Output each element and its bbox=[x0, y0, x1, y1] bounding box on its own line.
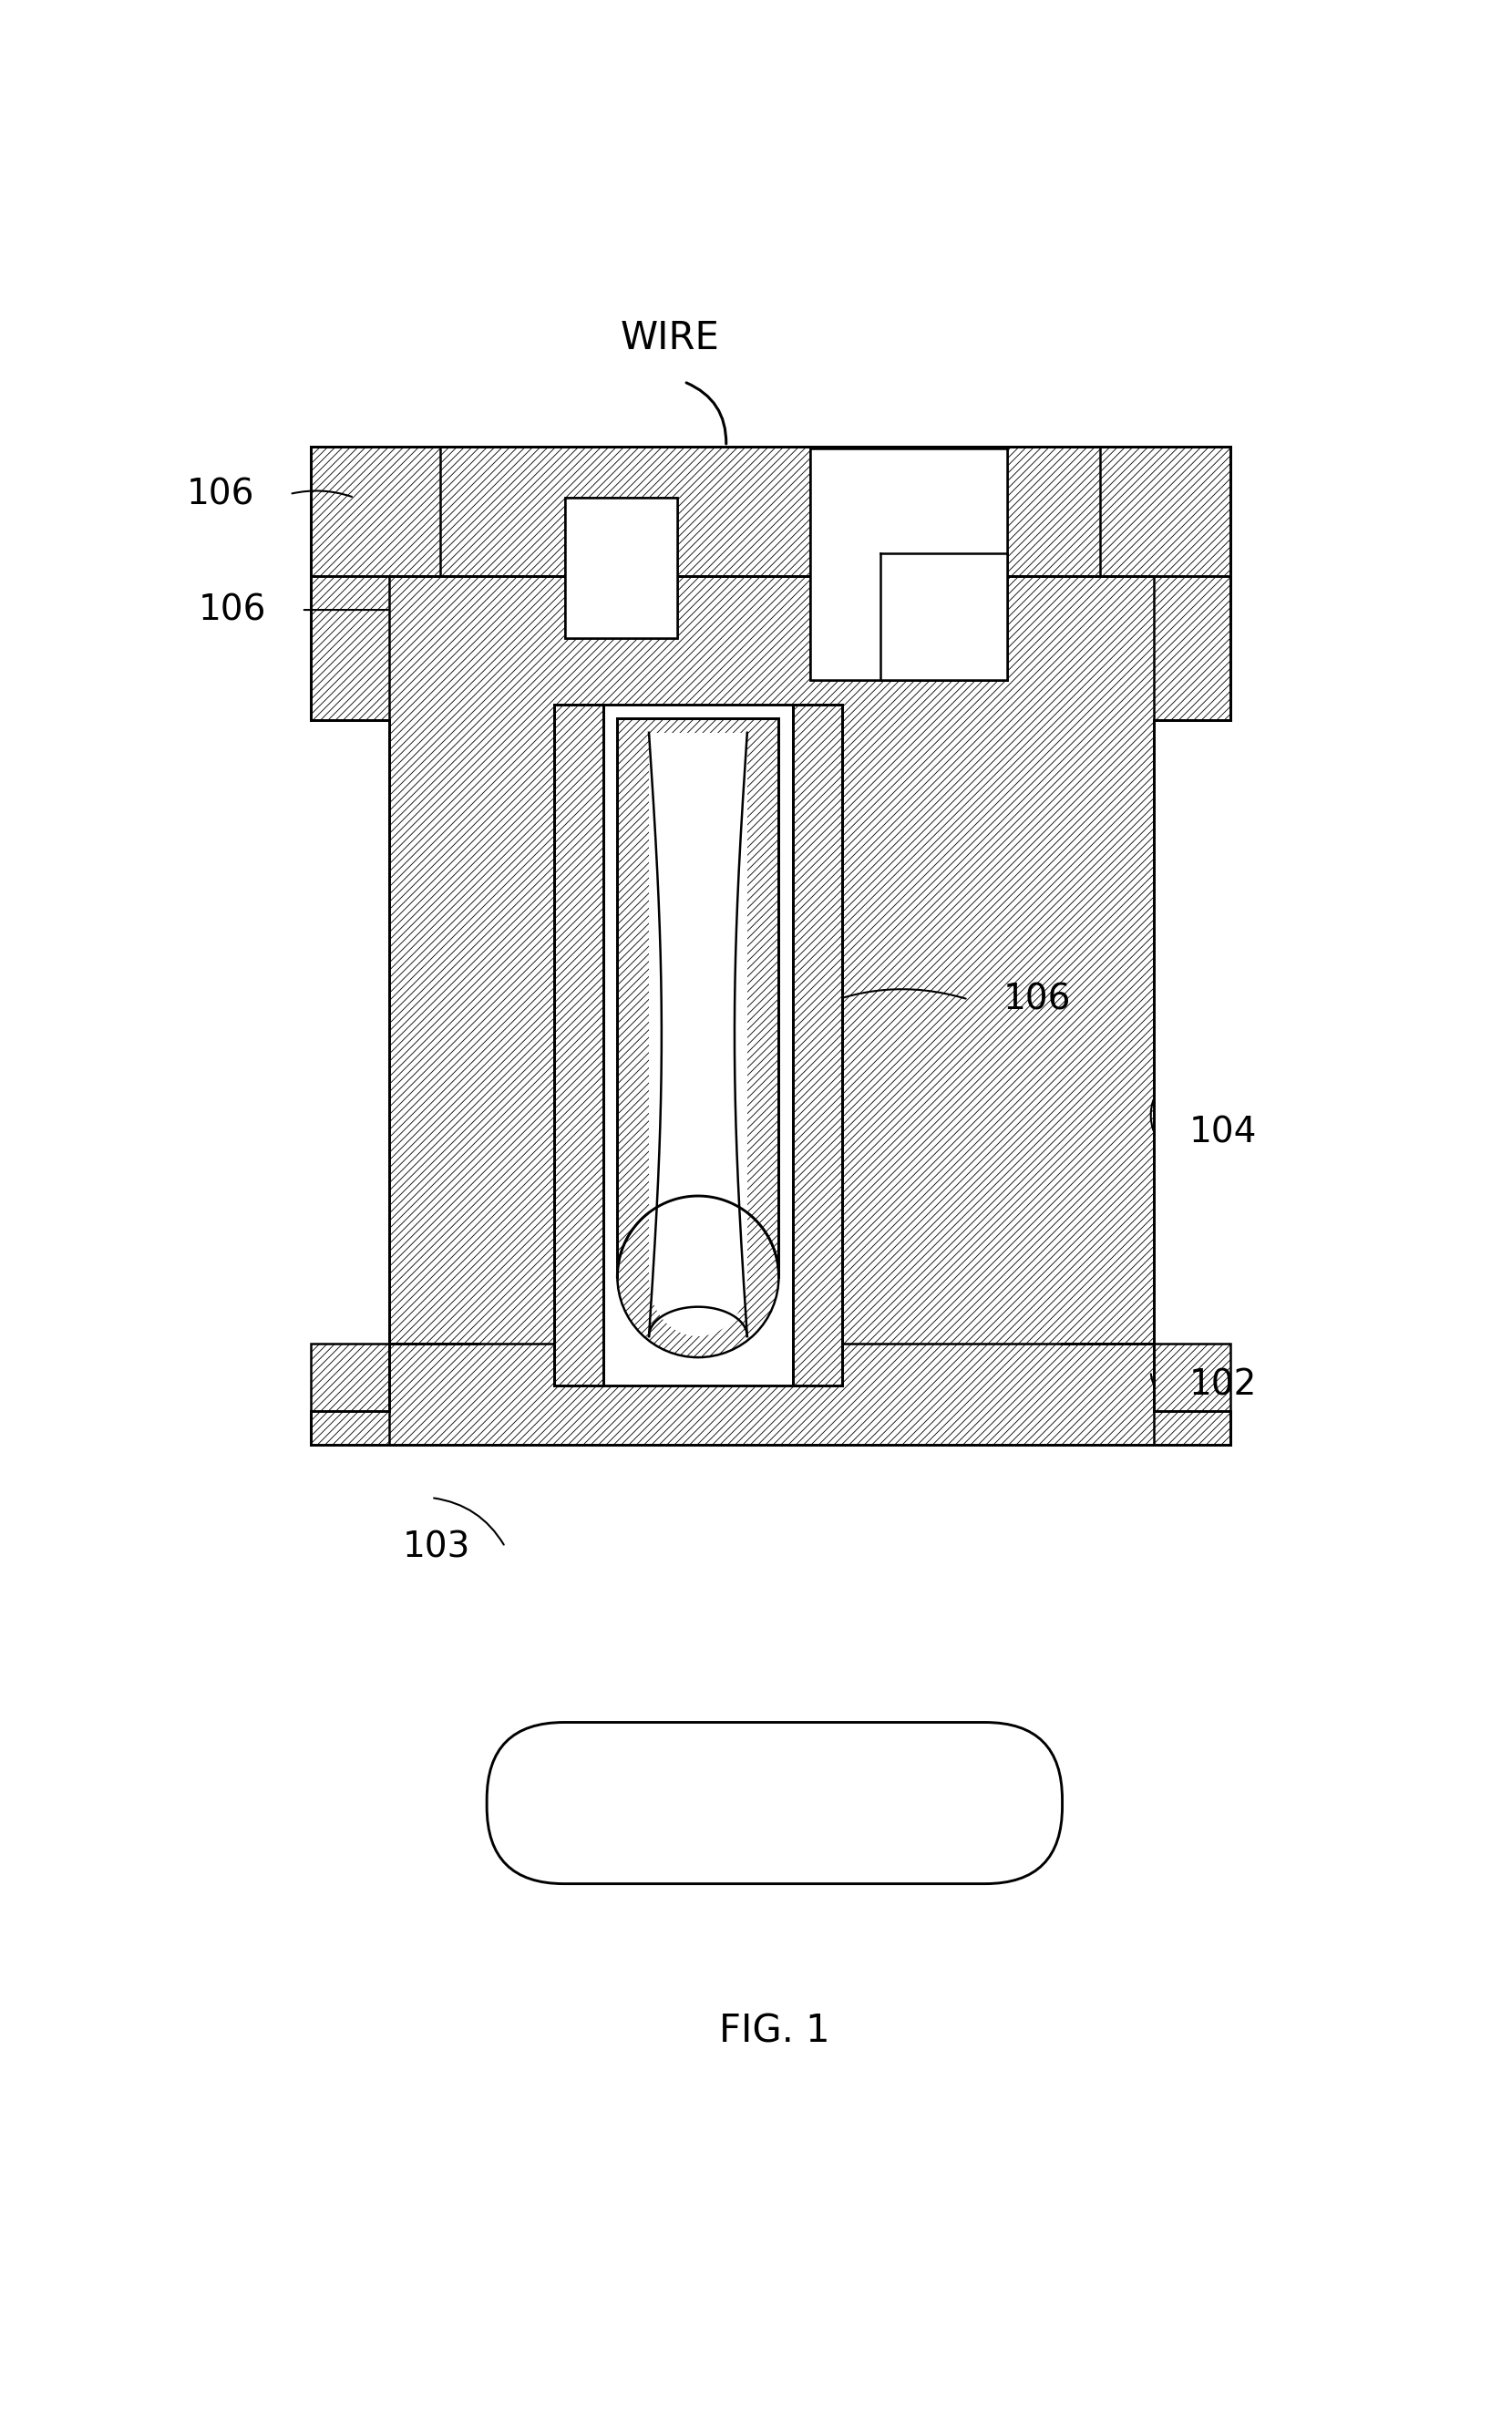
Bar bbox=[310, 445, 1229, 576]
Text: FIG. 1: FIG. 1 bbox=[720, 2012, 830, 2051]
Ellipse shape bbox=[617, 1196, 779, 1358]
Bar bbox=[880, 554, 1007, 680]
Text: 104: 104 bbox=[1190, 1116, 1256, 1150]
Bar bbox=[792, 705, 842, 1385]
Bar bbox=[564, 499, 677, 639]
Bar bbox=[555, 705, 603, 1385]
Bar bbox=[1101, 445, 1229, 719]
Bar bbox=[564, 499, 677, 639]
Bar bbox=[810, 448, 1007, 680]
Bar bbox=[810, 448, 1007, 680]
Text: 102: 102 bbox=[1190, 1368, 1256, 1402]
Text: 106: 106 bbox=[186, 477, 254, 511]
Bar bbox=[649, 734, 747, 1281]
Text: WIRE: WIRE bbox=[620, 320, 720, 358]
Text: 103: 103 bbox=[402, 1530, 470, 1564]
Bar bbox=[617, 719, 779, 1276]
Text: 106: 106 bbox=[1004, 983, 1070, 1017]
Bar bbox=[389, 1344, 1154, 1445]
Bar bbox=[1061, 1344, 1229, 1445]
FancyBboxPatch shape bbox=[487, 1721, 1063, 1884]
Bar bbox=[310, 445, 440, 719]
Ellipse shape bbox=[649, 1225, 747, 1336]
Bar bbox=[603, 705, 792, 1385]
Text: 106: 106 bbox=[198, 593, 266, 627]
Text: PLASMA (110): PLASMA (110) bbox=[641, 1784, 909, 1823]
Bar bbox=[310, 1344, 479, 1445]
Bar bbox=[389, 576, 1154, 1411]
